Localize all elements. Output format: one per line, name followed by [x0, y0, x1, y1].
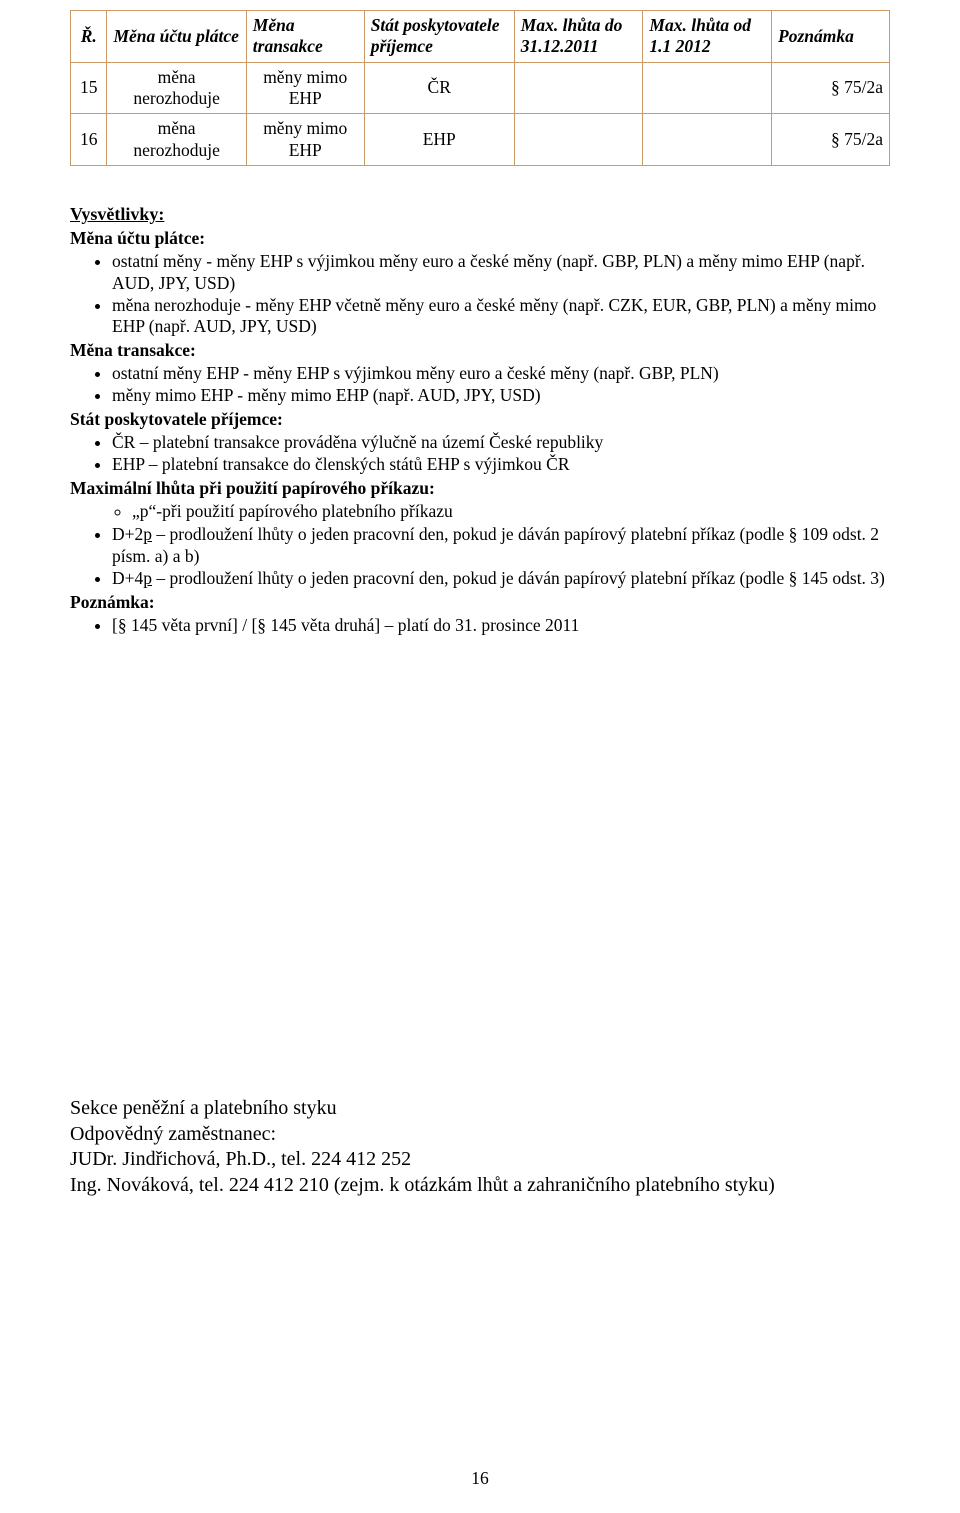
list-item: „p“-při použití papírového platebního př…: [132, 501, 890, 522]
page-number: 16: [0, 1468, 960, 1489]
heading-stat-poskytovatele: Stát poskytovatele příjemce:: [70, 409, 890, 430]
cell-r: 15: [71, 62, 107, 114]
footer-block: Sekce peněžní a platebního styku Odpověd…: [70, 1096, 890, 1198]
cell-d: [514, 114, 643, 166]
footer-line: Odpovědný zaměstnanec:: [70, 1122, 890, 1148]
footer-line: JUDr. Jindřichová, Ph.D., tel. 224 412 2…: [70, 1147, 890, 1173]
list-max-open: „p“-při použití papírového platebního př…: [70, 501, 890, 522]
cell-e: [643, 62, 772, 114]
th-r: Ř.: [71, 11, 107, 63]
list-stat: ČR – platební transakce prováděna výlučn…: [70, 432, 890, 476]
text-underline: p: [143, 524, 152, 544]
list-item: [§ 145 věta první] / [§ 145 věta druhá] …: [112, 615, 890, 636]
list-item: měna nerozhoduje - měny EHP včetně měny …: [112, 295, 890, 338]
th-d: Max. lhůta do 31.12.2011: [514, 11, 643, 63]
cell-r: 16: [71, 114, 107, 166]
cell-c: ČR: [364, 62, 514, 114]
footer-line: Ing. Nováková, tel. 224 412 210 (zejm. k…: [70, 1173, 890, 1199]
cell-a: měna nerozhoduje: [107, 62, 246, 114]
table-header-row: Ř. Měna účtu plátce Měna transakce Stát …: [71, 11, 890, 63]
heading-poznamka: Poznámka:: [70, 592, 890, 613]
rules-table: Ř. Měna účtu plátce Měna transakce Stát …: [70, 10, 890, 166]
list-item: ostatní měny EHP - měny EHP s výjimkou m…: [112, 363, 890, 384]
list-mena-transakce: ostatní měny EHP - měny EHP s výjimkou m…: [70, 363, 890, 407]
text: – prodloužení lhůty o jeden pracovní den…: [152, 568, 885, 588]
list-item: ostatní měny - měny EHP s výjimkou měny …: [112, 251, 890, 294]
page: Ř. Měna účtu plátce Měna transakce Stát …: [0, 0, 960, 1513]
heading-mena-transakce: Měna transakce:: [70, 340, 890, 361]
cell-f: § 75/2a: [772, 114, 890, 166]
list-item: EHP – platební transakce do členských st…: [112, 454, 890, 475]
cell-c: EHP: [364, 114, 514, 166]
footer-line: Sekce peněžní a platebního styku: [70, 1096, 890, 1122]
notes-title: Vysvětlivky:: [70, 204, 890, 226]
th-c: Stát poskytovatele příjemce: [364, 11, 514, 63]
table-row: 16 měna nerozhoduje měny mimo EHP EHP § …: [71, 114, 890, 166]
list-mena-uctu-platce: ostatní měny - měny EHP s výjimkou měny …: [70, 251, 890, 337]
th-b: Měna transakce: [246, 11, 364, 63]
list-item: ČR – platební transakce prováděna výlučn…: [112, 432, 890, 453]
cell-b: měny mimo EHP: [246, 114, 364, 166]
list-poznamka: [§ 145 věta první] / [§ 145 věta druhá] …: [70, 615, 890, 636]
list-item: D+4p – prodloužení lhůty o jeden pracovn…: [112, 568, 890, 589]
th-f: Poznámka: [772, 11, 890, 63]
text: – prodloužení lhůty o jeden pracovní den…: [112, 524, 879, 565]
cell-d: [514, 62, 643, 114]
text-underline: p: [143, 568, 152, 588]
text: D+4: [112, 568, 143, 588]
th-a: Měna účtu plátce: [107, 11, 246, 63]
list-max-bullets: D+2p – prodloužení lhůty o jeden pracovn…: [70, 524, 890, 589]
list-item: měny mimo EHP - měny mimo EHP (např. AUD…: [112, 385, 890, 406]
cell-e: [643, 114, 772, 166]
cell-b: měny mimo EHP: [246, 62, 364, 114]
table-row: 15 měna nerozhoduje měny mimo EHP ČR § 7…: [71, 62, 890, 114]
heading-mena-uctu-platce: Měna účtu plátce:: [70, 228, 890, 249]
cell-f: § 75/2a: [772, 62, 890, 114]
text: D+2: [112, 524, 143, 544]
th-e: Max. lhůta od 1.1 2012: [643, 11, 772, 63]
list-item: D+2p – prodloužení lhůty o jeden pracovn…: [112, 524, 890, 567]
cell-a: měna nerozhoduje: [107, 114, 246, 166]
heading-max-lhuta: Maximální lhůta při použití papírového p…: [70, 478, 890, 499]
